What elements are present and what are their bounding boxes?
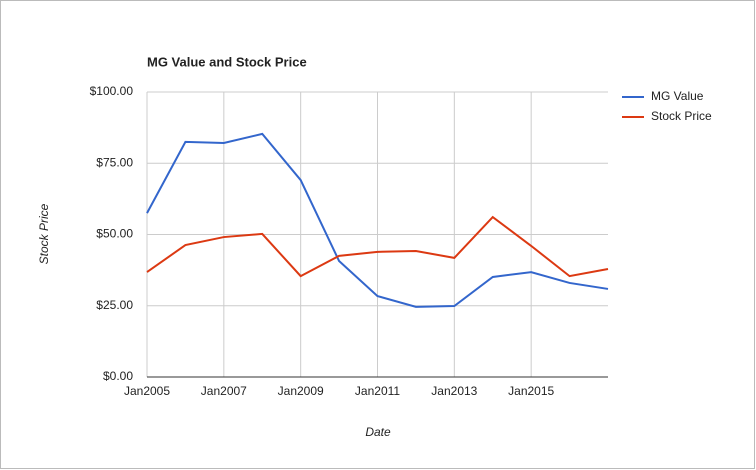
- y-tick-label: $50.00: [96, 227, 133, 241]
- x-tick-label: Jan2015: [508, 384, 554, 398]
- legend-label: Stock Price: [651, 109, 712, 123]
- x-tick-label: Jan2013: [431, 384, 477, 398]
- y-tick-label: $100.00: [90, 84, 134, 98]
- chart-title: MG Value and Stock Price: [147, 54, 307, 69]
- y-tick-label: $25.00: [96, 298, 133, 312]
- x-tick-label: Jan2009: [278, 384, 324, 398]
- x-tick-label: Jan2011: [355, 384, 400, 398]
- y-tick-label: $0.00: [103, 369, 133, 383]
- x-tick-label: Jan2005: [124, 384, 170, 398]
- x-axis-label: Date: [365, 425, 391, 439]
- y-tick-label: $75.00: [96, 155, 133, 169]
- y-axis-label: Stock Price: [37, 203, 51, 264]
- x-tick-label: Jan2007: [201, 384, 247, 398]
- series-line: [146, 215, 609, 278]
- series-line: [146, 132, 609, 308]
- legend-label: MG Value: [651, 89, 704, 103]
